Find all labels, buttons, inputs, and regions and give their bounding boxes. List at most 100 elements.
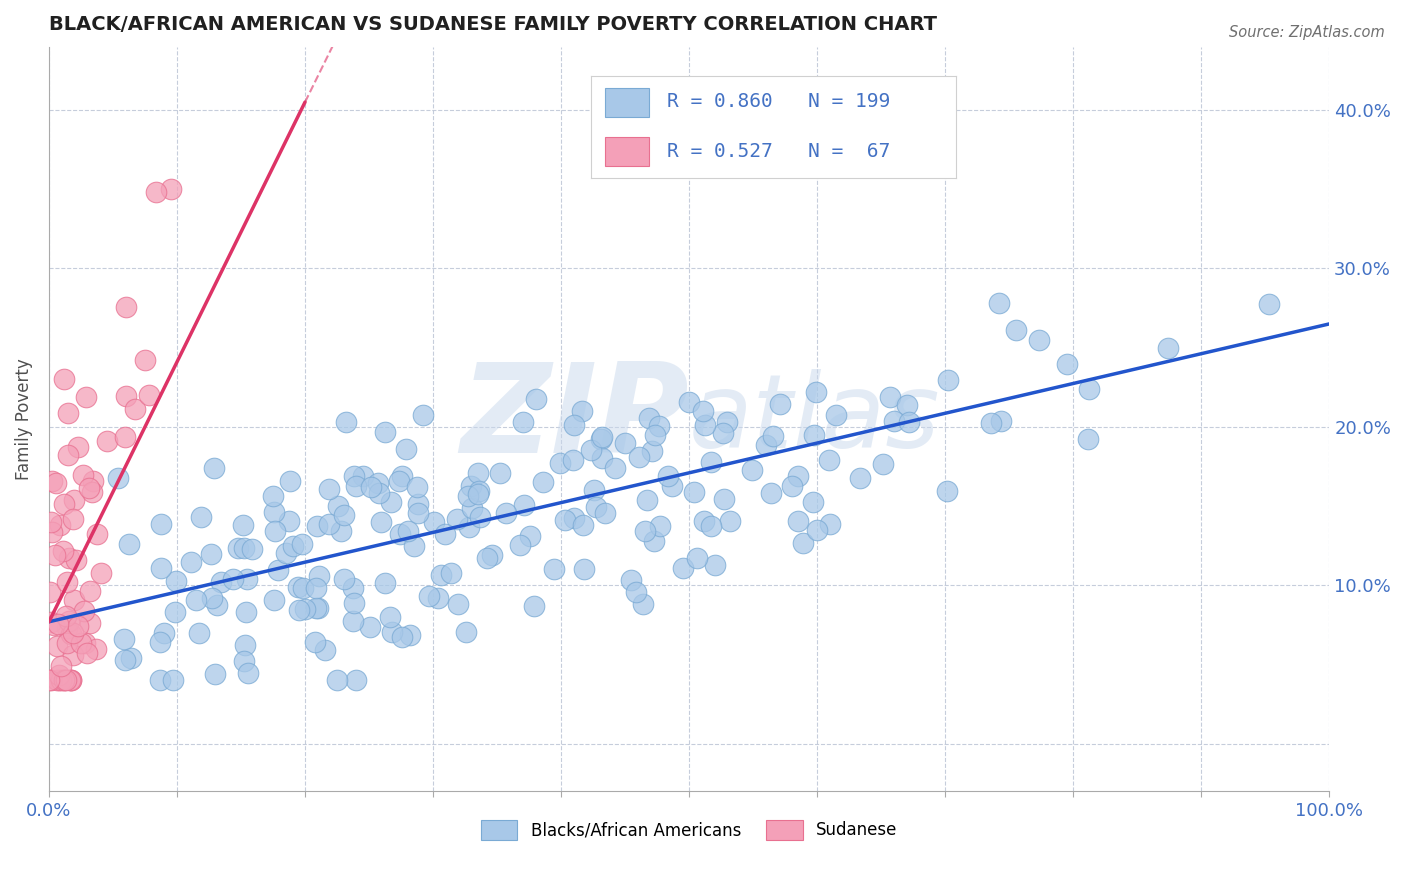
Point bbox=[38, 673, 60, 688]
Point bbox=[593, 506, 616, 520]
Point bbox=[543, 562, 565, 576]
Point bbox=[262, 489, 284, 503]
Point bbox=[1257, 296, 1279, 310]
Point bbox=[936, 374, 959, 388]
Point bbox=[585, 500, 607, 514]
Point bbox=[818, 517, 841, 532]
Point bbox=[634, 524, 657, 539]
Point bbox=[55, 609, 77, 624]
Point bbox=[180, 555, 202, 569]
Point bbox=[96, 434, 118, 448]
Point bbox=[495, 506, 517, 520]
Point bbox=[661, 479, 683, 493]
Point bbox=[49, 658, 72, 673]
Point bbox=[741, 463, 763, 477]
Point bbox=[370, 515, 392, 529]
Point bbox=[56, 621, 79, 635]
Point bbox=[59, 627, 82, 641]
Point bbox=[447, 598, 470, 612]
Point bbox=[52, 673, 75, 688]
Point bbox=[1077, 382, 1099, 396]
Point bbox=[406, 497, 429, 511]
Point bbox=[524, 392, 547, 406]
Point bbox=[335, 415, 357, 429]
Point bbox=[824, 409, 846, 423]
Point bbox=[461, 500, 484, 515]
Point bbox=[44, 549, 66, 563]
Point bbox=[648, 419, 671, 434]
Point bbox=[278, 514, 301, 528]
Point bbox=[45, 476, 67, 491]
Point bbox=[987, 296, 1010, 310]
Point bbox=[58, 551, 80, 566]
Point bbox=[291, 581, 314, 595]
Bar bbox=[605, 88, 650, 117]
Point bbox=[60, 673, 83, 688]
Point bbox=[233, 638, 256, 652]
Point bbox=[412, 409, 434, 423]
Point bbox=[238, 665, 260, 680]
Point bbox=[52, 544, 75, 558]
Point bbox=[53, 673, 76, 688]
Point bbox=[1056, 357, 1078, 371]
Point bbox=[205, 598, 228, 612]
Point bbox=[274, 546, 297, 560]
Point bbox=[755, 438, 778, 452]
Point bbox=[562, 511, 585, 525]
Point bbox=[48, 668, 70, 682]
Point bbox=[46, 640, 69, 654]
Point bbox=[165, 574, 187, 588]
Point bbox=[759, 486, 782, 500]
Point bbox=[898, 415, 921, 429]
Point bbox=[263, 592, 285, 607]
Point bbox=[305, 518, 328, 533]
Legend: Blacks/African Americans, Sudanese: Blacks/African Americans, Sudanese bbox=[474, 814, 904, 847]
Point bbox=[124, 401, 146, 416]
Point bbox=[235, 605, 257, 619]
Point bbox=[548, 456, 571, 470]
Point bbox=[352, 468, 374, 483]
Point bbox=[112, 632, 135, 646]
Point bbox=[408, 506, 430, 520]
Point bbox=[39, 516, 62, 530]
Point bbox=[561, 453, 583, 467]
Point bbox=[149, 673, 172, 688]
Point bbox=[75, 390, 97, 404]
Point bbox=[457, 490, 479, 504]
Point bbox=[281, 539, 304, 553]
Point bbox=[41, 474, 63, 488]
Point bbox=[703, 558, 725, 572]
Point bbox=[45, 673, 67, 688]
Point bbox=[305, 581, 328, 595]
Point bbox=[678, 395, 700, 409]
Point bbox=[591, 430, 613, 444]
Point bbox=[49, 673, 72, 688]
Point bbox=[650, 519, 672, 533]
Point bbox=[883, 414, 905, 428]
Point bbox=[332, 508, 354, 523]
Point bbox=[202, 461, 225, 475]
Point bbox=[440, 566, 463, 580]
Point bbox=[381, 625, 404, 640]
Point bbox=[434, 527, 457, 541]
Point bbox=[572, 562, 595, 576]
Point bbox=[806, 523, 828, 537]
Point bbox=[467, 487, 489, 501]
Point bbox=[700, 519, 723, 533]
Point bbox=[114, 300, 136, 314]
Point bbox=[264, 524, 287, 538]
Point bbox=[589, 432, 612, 446]
Point bbox=[55, 636, 77, 650]
Point bbox=[762, 429, 785, 443]
Point bbox=[582, 483, 605, 497]
Point bbox=[380, 495, 402, 509]
Point bbox=[48, 673, 70, 688]
Point bbox=[591, 451, 613, 466]
Point bbox=[374, 575, 396, 590]
Point bbox=[209, 574, 232, 589]
Text: ZIP: ZIP bbox=[460, 359, 689, 480]
Point bbox=[41, 524, 63, 539]
Point bbox=[686, 551, 709, 566]
Point bbox=[716, 415, 738, 429]
Point bbox=[423, 516, 446, 530]
